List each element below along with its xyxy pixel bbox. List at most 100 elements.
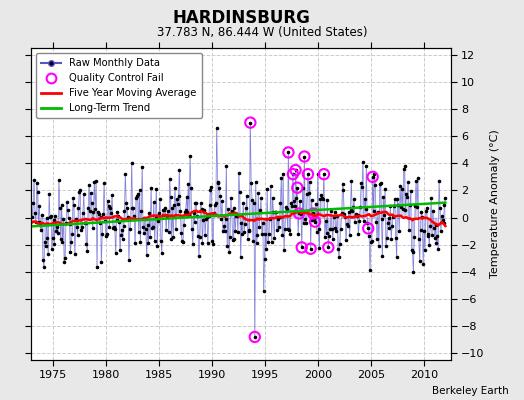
Point [300,153,309,160]
Point [86,190,95,197]
Point [185,212,193,218]
Point [58,238,67,245]
Point [73,232,82,238]
Point [195,253,203,259]
Point [260,256,269,262]
Point [404,179,412,185]
Point [61,255,69,262]
Point [74,205,83,212]
Point [103,230,111,237]
Point [42,214,51,221]
Point [232,213,241,219]
Point [313,171,322,178]
Point [390,203,398,209]
Point [172,196,181,202]
Point [54,230,62,237]
Legend: Raw Monthly Data, Quality Control Fail, Five Year Moving Average, Long-Term Tren: Raw Monthly Data, Quality Control Fail, … [37,53,202,118]
Point [388,223,396,229]
Point [359,159,367,165]
Point [72,224,81,230]
Point [49,217,58,223]
Point [149,198,158,205]
Point [284,149,292,156]
Point [56,205,64,212]
Point [266,216,274,222]
Point [64,215,73,222]
Point [258,230,266,237]
Point [348,208,356,214]
Point [149,224,157,230]
Point [264,239,272,246]
Point [407,188,415,194]
Point [239,199,247,206]
Point [424,230,433,237]
Point [276,214,284,220]
Point [399,166,408,172]
Point [215,184,224,191]
Point [106,205,115,212]
Point [194,233,202,239]
Point [426,223,434,229]
Point [439,216,447,223]
Point [322,218,330,224]
Point [366,266,374,273]
Point [256,207,264,213]
Point [298,244,306,251]
Point [326,226,334,232]
Point [127,160,136,166]
Point [70,202,78,208]
Point [392,254,401,260]
Point [143,252,151,258]
Point [138,164,146,170]
Point [37,227,46,233]
Point [79,210,87,216]
Point [376,180,385,186]
Point [331,224,340,231]
Point [116,247,124,254]
Point [111,226,119,232]
Point [324,244,333,251]
Point [378,253,387,260]
Point [295,210,303,217]
Point [51,212,60,219]
Point [126,216,135,222]
Point [420,228,428,234]
Point [325,232,333,239]
Point [228,237,237,243]
Point [196,200,205,206]
Point [105,223,114,230]
Point [250,334,259,340]
Point [156,196,164,202]
Point [423,233,432,239]
Point [117,232,125,238]
Point [122,200,130,206]
Point [293,184,301,191]
Point [224,206,232,213]
Point [205,201,214,208]
Point [339,180,347,187]
Point [220,223,228,229]
Point [345,209,353,216]
Point [281,204,290,210]
Point [187,185,195,191]
Point [166,176,174,182]
Point [144,222,152,229]
Point [375,242,383,249]
Point [201,232,210,238]
Point [356,204,365,210]
Point [80,219,89,226]
Point [438,213,446,219]
Point [352,210,360,217]
Y-axis label: Temperature Anomaly (°C): Temperature Anomaly (°C) [490,130,500,278]
Point [186,153,194,159]
Point [235,170,243,176]
Point [202,215,210,222]
Point [372,219,380,226]
Point [270,235,278,242]
Point [134,191,142,198]
Point [340,211,348,218]
Point [167,194,175,201]
Point [145,210,154,217]
Point [198,240,206,246]
Point [121,170,129,177]
